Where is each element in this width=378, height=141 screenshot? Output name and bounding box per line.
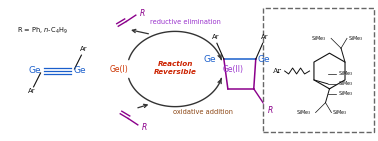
- Text: SiMe$_3$: SiMe$_3$: [348, 34, 364, 43]
- Text: SiMe$_3$: SiMe$_3$: [311, 34, 327, 43]
- Text: SiMe$_3$: SiMe$_3$: [338, 89, 353, 98]
- Text: Ar: Ar: [80, 46, 87, 52]
- Text: oxidative addition: oxidative addition: [173, 109, 233, 115]
- Text: Ge: Ge: [29, 67, 42, 75]
- Text: reductive elimination: reductive elimination: [150, 19, 220, 26]
- Text: Ge: Ge: [73, 67, 86, 75]
- Bar: [263, 8, 374, 132]
- Text: R: R: [268, 106, 273, 115]
- Text: SiMe$_3$: SiMe$_3$: [333, 108, 348, 117]
- Text: SiMe$_3$: SiMe$_3$: [338, 70, 353, 78]
- Text: Ge(II): Ge(II): [222, 65, 243, 73]
- Text: Reversible: Reversible: [153, 69, 197, 75]
- Text: Ar: Ar: [28, 88, 36, 94]
- Text: Ar: Ar: [272, 67, 281, 75]
- Text: R: R: [142, 123, 147, 132]
- Text: Ar: Ar: [261, 34, 268, 40]
- Text: Ge: Ge: [258, 55, 270, 64]
- Text: Ge(I): Ge(I): [110, 65, 129, 73]
- Text: Ge: Ge: [203, 55, 216, 64]
- Text: SiMe$_3$: SiMe$_3$: [338, 79, 353, 88]
- Text: Reaction: Reaction: [157, 61, 193, 67]
- Text: SiMe$_3$: SiMe$_3$: [296, 108, 311, 117]
- Text: R: R: [140, 9, 145, 18]
- Text: Ar: Ar: [212, 34, 220, 40]
- Text: R = Ph, $n$-C$_4$H$_9$: R = Ph, $n$-C$_4$H$_9$: [17, 26, 68, 37]
